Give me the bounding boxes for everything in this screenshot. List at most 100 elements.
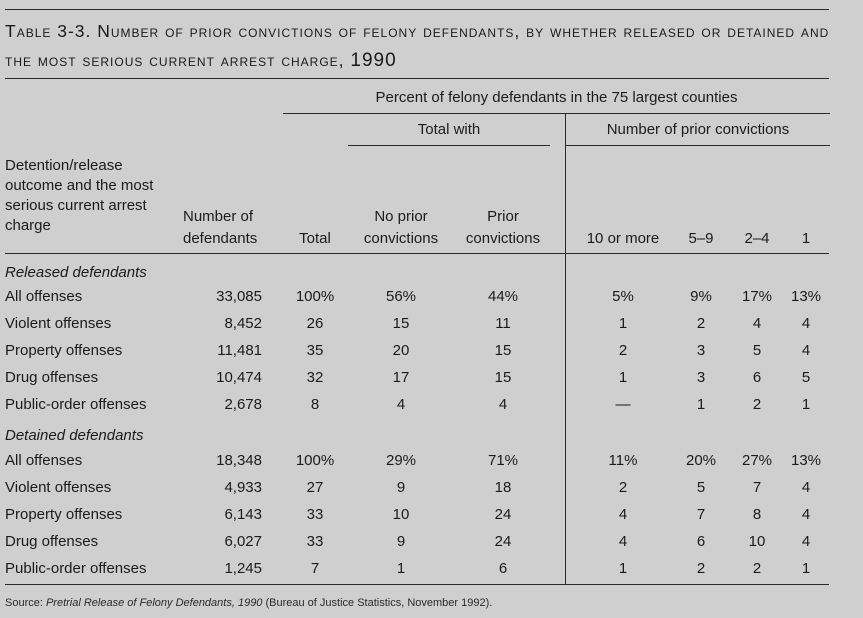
table-row: All offenses 18,348 100% 29% 71% 11% 20%… <box>0 447 863 474</box>
row-5-9: 20% <box>685 452 717 469</box>
span-total-with-rule <box>348 145 550 146</box>
table-row: Public-order offenses 1,245 7 1 6 1 2 2 … <box>0 555 863 582</box>
row-5-9: 2 <box>696 315 706 332</box>
row-number: 33,085 <box>216 288 262 305</box>
row-no-prior: 1 <box>396 560 406 577</box>
row-5-9: 2 <box>696 560 706 577</box>
header-col-label-line: outcome and the most <box>5 177 154 194</box>
row-2-4: 6 <box>752 369 762 386</box>
table-row: Drug offenses 6,027 33 9 24 4 6 10 4 <box>0 528 863 555</box>
table-bottom-rule <box>5 584 829 585</box>
row-label: Public-order offenses <box>5 560 147 577</box>
row-1: 5 <box>801 369 811 386</box>
row-number: 1,245 <box>224 560 262 577</box>
header-col-number-line: defendants <box>183 230 258 247</box>
row-5-9: 3 <box>696 369 706 386</box>
row-1: 4 <box>801 506 811 523</box>
table-row: Public-order offenses 2,678 8 4 4 — 1 2 … <box>0 391 863 418</box>
table-row: Violent offenses 8,452 26 15 11 1 2 4 4 <box>0 310 863 337</box>
header-col-no-prior-line: convictions <box>363 230 439 247</box>
row-label: All offenses <box>5 288 83 305</box>
row-no-prior: 9 <box>396 479 406 496</box>
header-col-total: Total <box>299 230 331 247</box>
table-row: All offenses 33,085 100% 56% 44% 5% 9% 1… <box>0 283 863 310</box>
row-prior: 11 <box>495 315 511 332</box>
header-col-prior-line: Prior <box>487 208 519 225</box>
section-title-released: Released defendants <box>5 264 147 281</box>
row-2-4: 10 <box>748 533 766 550</box>
row-1: 13% <box>790 288 822 305</box>
row-label: Property offenses <box>5 506 123 523</box>
header-span-total-with: Total with <box>417 121 481 138</box>
header-col-2-4: 2–4 <box>744 230 770 247</box>
header-bottom-rule <box>5 253 829 254</box>
row-10-or-more: 1 <box>618 560 628 577</box>
row-total: 32 <box>306 369 324 386</box>
row-prior: 15 <box>494 342 512 359</box>
source-prefix: Source: <box>5 597 46 609</box>
row-prior: 4 <box>498 396 508 413</box>
row-2-4: 8 <box>752 506 762 523</box>
row-total: 100% <box>295 288 335 305</box>
row-1: 4 <box>801 533 811 550</box>
section-title-detained: Detained defendants <box>5 427 144 444</box>
header-col-5-9: 5–9 <box>688 230 714 247</box>
header-col-10-or-more: 10 or more <box>586 230 660 247</box>
row-no-prior: 15 <box>392 315 410 332</box>
top-rule <box>5 9 829 10</box>
header-col-label-line: charge <box>5 217 51 234</box>
row-2-4: 5 <box>752 342 762 359</box>
header-col-1: 1 <box>801 230 811 247</box>
header-col-label-line: Detention/release <box>5 157 123 174</box>
header-span-percent: Percent of felony defendants in the 75 l… <box>375 89 738 106</box>
row-1: 1 <box>801 396 811 413</box>
row-2-4: 7 <box>752 479 762 496</box>
row-10-or-more: 1 <box>618 315 628 332</box>
row-prior: 71% <box>487 452 519 469</box>
span-percent-rule <box>283 113 830 114</box>
row-no-prior: 17 <box>392 369 410 386</box>
header-col-number-line: Number of <box>183 208 254 225</box>
row-5-9: 7 <box>696 506 706 523</box>
table-title-text: Table 3-3. Number of prior convictions o… <box>5 21 830 70</box>
row-5-9: 6 <box>696 533 706 550</box>
row-2-4: 27% <box>741 452 773 469</box>
row-10-or-more: — <box>615 396 631 413</box>
row-total: 26 <box>306 315 324 332</box>
row-label: Drug offenses <box>5 369 99 386</box>
row-10-or-more: 4 <box>618 533 628 550</box>
source-suffix: (Bureau of Justice Statistics, November … <box>262 597 493 609</box>
row-5-9: 9% <box>690 288 712 305</box>
row-total: 27 <box>306 479 324 496</box>
row-10-or-more: 2 <box>618 342 628 359</box>
table-row: Violent offenses 4,933 27 9 18 2 5 7 4 <box>0 474 863 501</box>
title-bottom-rule <box>5 78 829 79</box>
source-title: Pretrial Release of Felony Defendants, 1… <box>45 597 263 609</box>
row-number: 4,933 <box>224 479 262 496</box>
row-number: 2,678 <box>224 396 262 413</box>
table-row: Drug offenses 10,474 32 17 15 1 3 6 5 <box>0 364 863 391</box>
header-col-number: Number of defendants <box>183 206 273 250</box>
row-1: 4 <box>801 315 811 332</box>
row-no-prior: 20 <box>392 342 410 359</box>
row-10-or-more: 11% <box>608 452 638 469</box>
row-5-9: 1 <box>696 396 706 413</box>
row-number: 6,143 <box>224 506 262 523</box>
header-col-prior: Prior convictions <box>456 206 550 250</box>
row-prior: 24 <box>494 506 512 523</box>
row-label: Property offenses <box>5 342 123 359</box>
row-no-prior: 10 <box>392 506 410 523</box>
row-no-prior: 9 <box>396 533 406 550</box>
row-number: 10,474 <box>216 369 262 386</box>
row-2-4: 4 <box>752 315 762 332</box>
row-no-prior: 29% <box>385 452 417 469</box>
header-col-label: Detention/release outcome and the most s… <box>5 156 153 236</box>
row-1: 4 <box>801 479 811 496</box>
row-label: Violent offenses <box>5 315 112 332</box>
row-total: 35 <box>306 342 324 359</box>
row-no-prior: 4 <box>396 396 406 413</box>
row-prior: 44% <box>487 288 519 305</box>
row-5-9: 5 <box>696 479 706 496</box>
row-2-4: 17% <box>741 288 773 305</box>
